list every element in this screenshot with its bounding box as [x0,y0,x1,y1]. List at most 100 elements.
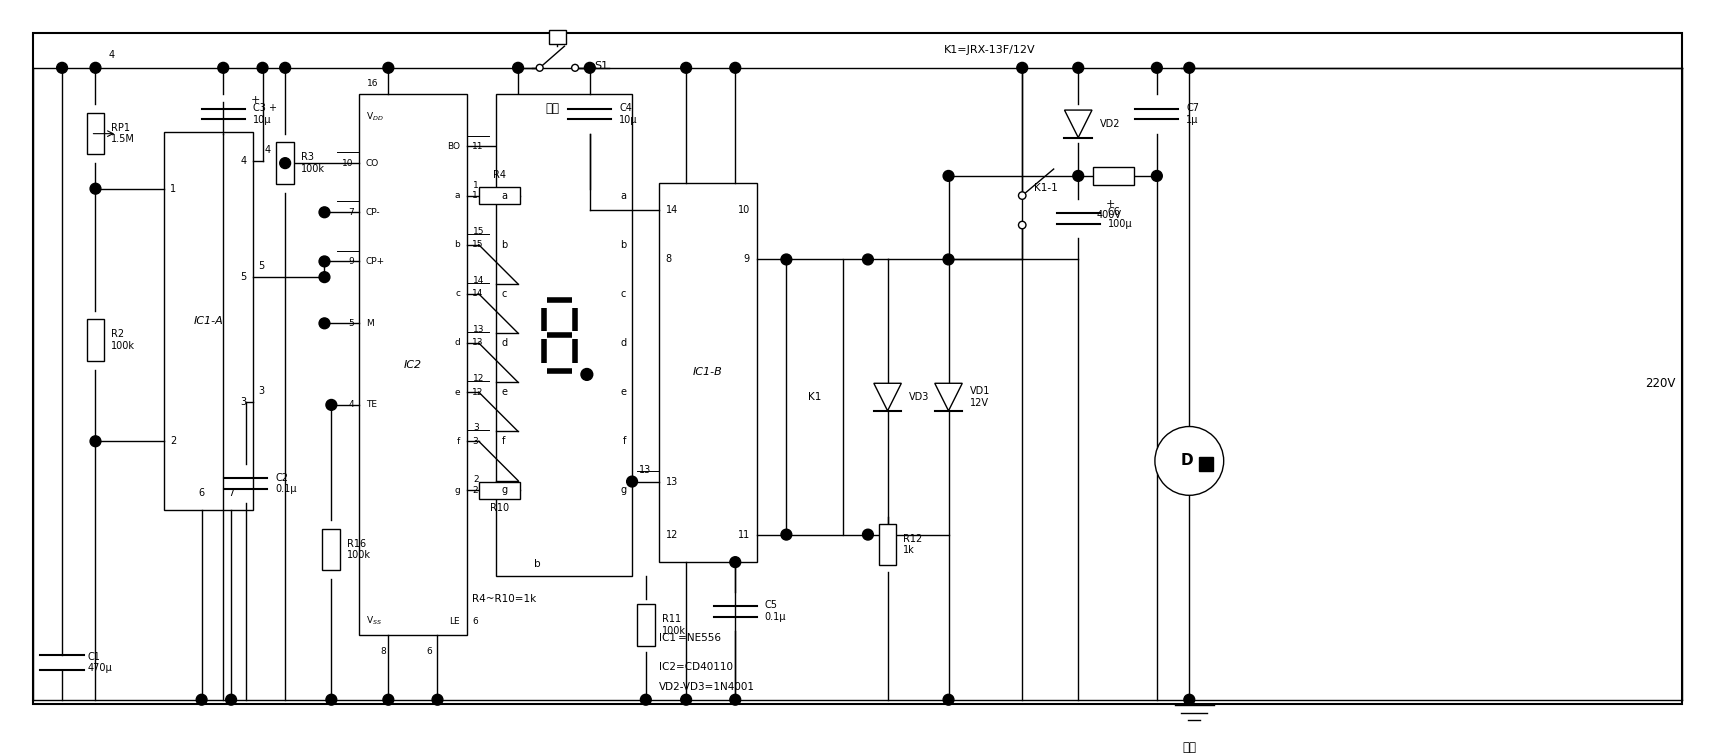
Text: S1: S1 [594,61,608,71]
Text: 3: 3 [472,437,477,446]
Circle shape [627,476,638,487]
Circle shape [1016,63,1028,73]
Text: IC1 =NE556: IC1 =NE556 [658,633,721,643]
Text: C4
10μ: C4 10μ [619,103,638,125]
Text: 11: 11 [738,529,750,540]
Polygon shape [874,383,902,411]
Text: 12: 12 [665,529,677,540]
Circle shape [1184,694,1194,705]
Text: 8: 8 [665,254,672,265]
Bar [164,132,252,510]
Text: 1: 1 [169,184,176,194]
Text: g: g [620,486,626,495]
Text: C2
0.1μ: C2 0.1μ [275,473,297,495]
Bar [86,320,104,360]
Text: R4~R10=1k: R4~R10=1k [472,593,536,603]
Text: 1: 1 [472,191,477,200]
Text: c: c [454,290,460,299]
Text: V$_{DD}$: V$_{DD}$ [366,111,384,123]
Text: e: e [620,387,626,397]
Bar [1199,457,1213,470]
Circle shape [862,254,873,265]
Circle shape [327,694,337,705]
Text: R11
100k: R11 100k [662,615,686,636]
Circle shape [327,400,337,410]
Circle shape [197,694,207,705]
Circle shape [257,63,268,73]
Text: LE: LE [449,617,460,626]
Bar [1094,167,1134,185]
Text: 7: 7 [228,489,235,498]
Text: b: b [534,559,541,569]
Text: c: c [501,289,506,299]
Text: BO: BO [448,142,460,151]
Text: d: d [620,338,626,348]
Text: CO: CO [366,158,378,167]
Circle shape [384,694,394,705]
Text: f: f [501,437,505,446]
Text: 220V: 220V [1645,377,1676,391]
Circle shape [1018,222,1026,228]
Text: R3
100k: R3 100k [301,152,325,174]
Circle shape [226,694,237,705]
Circle shape [781,529,791,540]
Circle shape [581,369,593,380]
Circle shape [90,183,100,194]
Circle shape [218,63,228,73]
Text: g: g [454,486,460,495]
Text: 5: 5 [349,319,354,328]
Text: CP-: CP- [366,208,380,217]
Text: C1
470μ: C1 470μ [88,651,112,673]
Circle shape [729,556,741,568]
Text: 插座: 插座 [1182,741,1196,754]
Circle shape [1151,170,1163,181]
Bar [359,94,467,635]
Text: g: g [501,486,508,495]
Text: 4: 4 [240,156,247,166]
Circle shape [536,64,543,71]
Text: 13: 13 [665,477,677,486]
Circle shape [320,207,330,218]
Text: R4: R4 [492,170,506,180]
Circle shape [90,436,100,446]
Circle shape [729,694,741,705]
Circle shape [584,63,594,73]
Text: RP1
1.5M: RP1 1.5M [111,123,135,145]
Circle shape [1073,63,1083,73]
Text: 9: 9 [743,254,750,265]
Text: b: b [620,240,626,250]
Bar [323,529,340,570]
Text: 4: 4 [349,400,354,409]
Text: 6: 6 [427,647,432,656]
Bar [638,605,655,645]
Text: VD2-VD3=1N4001: VD2-VD3=1N4001 [658,682,755,692]
Text: 15: 15 [473,227,484,236]
Text: K1=JRX-13F/12V: K1=JRX-13F/12V [943,45,1035,55]
Text: IC2: IC2 [404,360,422,369]
Text: a: a [454,191,460,200]
Text: 5: 5 [259,261,264,271]
Circle shape [1073,170,1083,181]
Text: 14: 14 [473,276,484,285]
Circle shape [862,529,873,540]
Circle shape [1154,427,1223,495]
Text: K1: K1 [809,392,821,402]
Text: VD3: VD3 [909,392,930,402]
Circle shape [320,271,330,283]
Text: 14: 14 [472,290,484,299]
Circle shape [280,63,290,73]
Text: 3: 3 [240,397,247,407]
Polygon shape [935,383,962,411]
Circle shape [681,63,691,73]
Bar [479,187,520,204]
Text: 2: 2 [472,486,477,495]
Text: IC1-A: IC1-A [194,316,223,326]
Text: C6
100μ: C6 100μ [1108,207,1132,229]
Text: 3: 3 [473,424,479,432]
Circle shape [943,254,954,265]
Text: 4: 4 [264,146,271,155]
Text: R2
100k: R2 100k [111,329,135,351]
Text: 15: 15 [472,241,484,250]
Text: IC1-B: IC1-B [693,367,722,378]
Text: e: e [454,388,460,397]
